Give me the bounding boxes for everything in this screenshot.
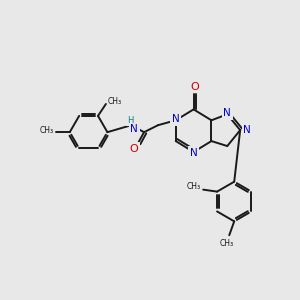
Text: N: N — [243, 125, 251, 135]
Text: O: O — [130, 144, 139, 154]
Text: N: N — [224, 108, 231, 118]
Text: N: N — [190, 148, 197, 158]
Text: N: N — [130, 124, 138, 134]
Text: O: O — [190, 82, 199, 92]
Text: H: H — [127, 116, 134, 125]
Text: CH₃: CH₃ — [40, 126, 54, 135]
Text: CH₃: CH₃ — [187, 182, 201, 191]
Text: CH₃: CH₃ — [108, 97, 122, 106]
Text: N: N — [172, 114, 180, 124]
Text: CH₃: CH₃ — [219, 239, 233, 248]
